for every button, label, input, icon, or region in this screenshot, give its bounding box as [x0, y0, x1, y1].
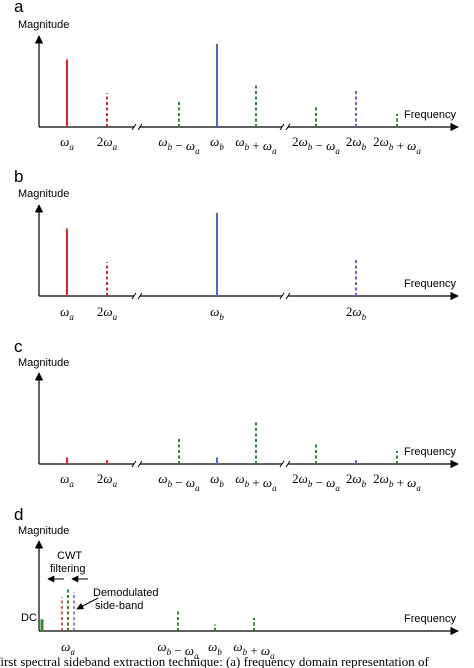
tick-label-c: ωa: [60, 471, 74, 489]
panel-letter-d: d: [14, 505, 23, 524]
axis-break-mark-b: [137, 292, 143, 300]
panel-letter-a: a: [14, 0, 24, 16]
axis-break-mark-b: [285, 292, 291, 300]
tick-label-d: ωb + ωa: [233, 639, 275, 661]
tick-label-d: DC: [21, 612, 37, 624]
xlabel-a: Frequency: [404, 109, 456, 121]
tick-label-a: ωb − ωa: [158, 134, 200, 156]
tick-label-c: ωb: [210, 471, 224, 489]
tick-label-a: ωa: [60, 134, 74, 152]
tick-label-d: ωb − ωa: [157, 639, 199, 661]
demodulated-arrow: [76, 597, 99, 610]
axis-break-mark-c: [131, 460, 137, 468]
annotation-side-band: side-band: [95, 600, 143, 612]
tick-label-a: ωb + ωa: [235, 134, 277, 156]
tick-label-c: 2ωb: [346, 471, 367, 489]
tick-label-c: 2ωb + ωa: [373, 471, 421, 493]
axis-break-mark-a: [285, 123, 291, 131]
xlabel-d: Frequency: [404, 613, 456, 625]
tick-label-a: ωb: [210, 134, 224, 152]
axis-break-mark-a: [137, 123, 143, 131]
ylabel-d: Magnitude: [18, 525, 69, 537]
tick-label-b: 2ωa: [97, 304, 118, 322]
tick-label-b: 2ωb: [346, 304, 367, 322]
tick-label-d: ωb: [208, 639, 222, 657]
axis-break-mark-a: [279, 123, 285, 131]
tick-label-c: ωb − ωa: [158, 471, 200, 493]
tick-label-a: 2ωb + ωa: [373, 134, 421, 156]
annotation-filtering: filtering: [50, 563, 85, 575]
tick-label-d: ωa: [61, 639, 75, 657]
panel-letter-c: c: [14, 337, 23, 356]
axis-break-mark-c: [279, 460, 285, 468]
axis-break-mark-b: [279, 292, 285, 300]
tick-label-c: ωb + ωa: [235, 471, 277, 493]
xlabel-b: Frequency: [404, 278, 456, 290]
tick-label-a: 2ωb − ωa: [292, 134, 340, 156]
tick-label-b: ωb: [210, 304, 224, 322]
tick-label-b: ωa: [60, 304, 74, 322]
axis-break-mark-c: [137, 460, 143, 468]
figure-caption: first spectral sideband extraction techn…: [0, 654, 429, 668]
annotation-cwt: CWT: [57, 550, 82, 562]
xlabel-c: Frequency: [404, 446, 456, 458]
tick-label-c: 2ωa: [97, 471, 118, 489]
tick-label-c: 2ωb − ωa: [292, 471, 340, 493]
axis-break-mark-b: [131, 292, 137, 300]
tick-label-a: 2ωa: [97, 134, 118, 152]
axis-break-mark-a: [131, 123, 137, 131]
panel-letter-b: b: [14, 167, 23, 186]
ylabel-b: Magnitude: [18, 188, 69, 200]
axis-break-mark-c: [285, 460, 291, 468]
annotation-demodulated: Demodulated: [93, 587, 158, 599]
ylabel-c: Magnitude: [18, 357, 69, 369]
ylabel-a: Magnitude: [18, 19, 69, 31]
tick-label-a: 2ωb: [346, 134, 367, 152]
